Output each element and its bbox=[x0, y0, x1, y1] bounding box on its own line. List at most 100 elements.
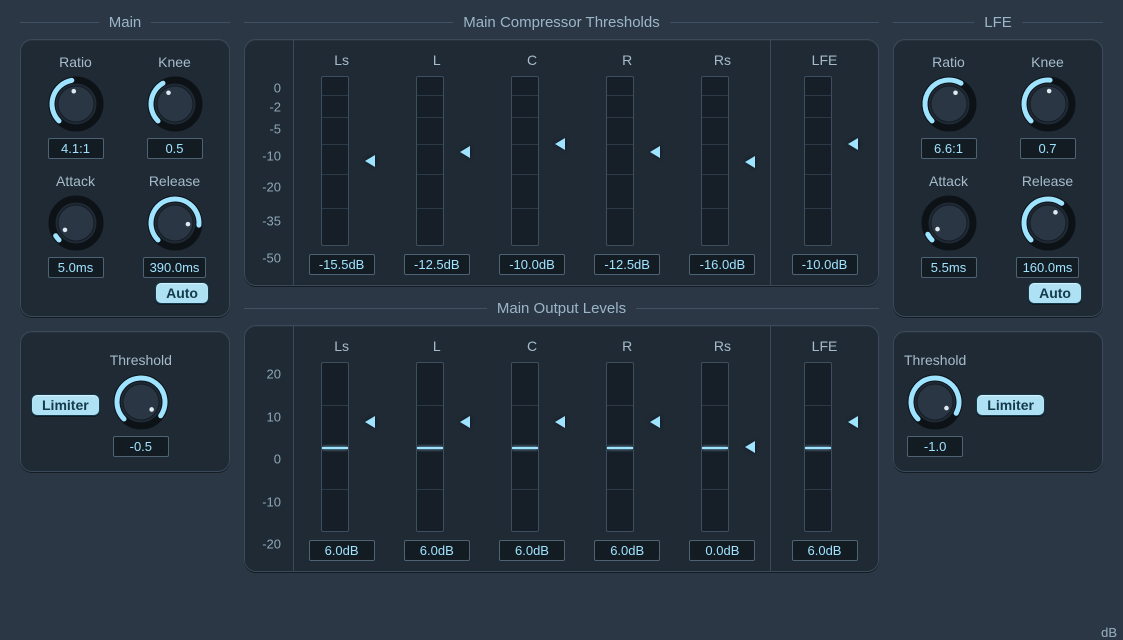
main-release-label: Release bbox=[149, 173, 200, 189]
output-threshold-handle[interactable] bbox=[555, 416, 565, 428]
lfe-limiter-button[interactable]: Limiter bbox=[976, 394, 1045, 416]
compressor-threshold-handle[interactable] bbox=[650, 146, 660, 158]
main-ratio-knob[interactable] bbox=[48, 76, 104, 132]
compressor-meter[interactable] bbox=[321, 76, 349, 246]
output-channel-label: R bbox=[622, 338, 632, 356]
output-channel-value[interactable]: 6.0dB bbox=[594, 540, 660, 561]
output-channel-label: Rs bbox=[714, 338, 731, 356]
compressor-threshold-handle[interactable] bbox=[365, 155, 375, 167]
main-section-header: Main bbox=[20, 14, 230, 31]
compressor-meter[interactable] bbox=[606, 76, 634, 246]
compressor-meter[interactable] bbox=[804, 76, 832, 246]
compressor-section-header: Main Compressor Thresholds bbox=[244, 14, 879, 31]
lfe-attack-knob[interactable] bbox=[921, 195, 977, 251]
main-release-value[interactable]: 390.0ms bbox=[143, 257, 207, 278]
compressor-channel-lfe: LFE -10.0dB bbox=[771, 40, 878, 285]
output-threshold-handle[interactable] bbox=[365, 416, 375, 428]
main-attack-value[interactable]: 5.0ms bbox=[48, 257, 104, 278]
compressor-meter[interactable] bbox=[511, 76, 539, 246]
lfe-knee-label: Knee bbox=[1031, 54, 1064, 70]
lfe-release-knob[interactable] bbox=[1020, 195, 1076, 251]
compressor-threshold-handle[interactable] bbox=[745, 156, 755, 168]
output-meter[interactable] bbox=[606, 362, 634, 532]
lfe-ratio-label: Ratio bbox=[932, 54, 965, 70]
main-limiter-button[interactable]: Limiter bbox=[31, 394, 100, 416]
compressor-channel-value[interactable]: -16.0dB bbox=[689, 254, 755, 275]
compressor-title: Main Compressor Thresholds bbox=[463, 14, 659, 31]
compressor-channel-rs: Rs-16.0dB bbox=[675, 40, 770, 285]
output-channel-label: Ls bbox=[334, 338, 349, 356]
main-release-knob[interactable] bbox=[147, 195, 203, 251]
output-channel-l: L 6.0dB bbox=[389, 326, 484, 571]
output-channel-value[interactable]: 0.0dB bbox=[689, 540, 755, 561]
main-threshold-value[interactable]: -0.5 bbox=[113, 436, 169, 457]
output-channel-lfe: LFE 6.0dB bbox=[771, 326, 878, 571]
compressor-channel-label: C bbox=[527, 52, 537, 70]
lfe-release-label: Release bbox=[1022, 173, 1073, 189]
lfe-section-header: LFE bbox=[893, 14, 1103, 31]
compressor-threshold-handle[interactable] bbox=[555, 138, 565, 150]
main-attack-label: Attack bbox=[56, 173, 95, 189]
output-channel-ls: Ls 6.0dB bbox=[294, 326, 389, 571]
main-attack-knob[interactable] bbox=[48, 195, 104, 251]
compressor-channel-value[interactable]: -10.0dB bbox=[499, 254, 565, 275]
compressor-channel-value[interactable]: -10.0dB bbox=[792, 254, 858, 275]
compressor-meters-panel: 0-2-5-10-20-35-50dBLs-15.5dBL-12.5dBC-10… bbox=[244, 39, 879, 286]
lfe-attack-label: Attack bbox=[929, 173, 968, 189]
lfe-release-value[interactable]: 160.0ms bbox=[1016, 257, 1080, 278]
output-meter[interactable] bbox=[321, 362, 349, 532]
compressor-channel-ls: Ls-15.5dB bbox=[294, 40, 389, 285]
output-channel-label: L bbox=[433, 338, 441, 356]
compressor-channel-c: C -10.0dB bbox=[484, 40, 579, 285]
lfe-knee-knob[interactable] bbox=[1020, 76, 1076, 132]
output-meter[interactable] bbox=[511, 362, 539, 532]
lfe-release-auto-button[interactable]: Auto bbox=[1028, 282, 1082, 304]
output-meters-panel: 20100-10-20dBLs6.0dBL6.0dBC6.0dBR6.0dBRs… bbox=[244, 325, 879, 572]
compressor-channel-label: LFE bbox=[812, 52, 838, 70]
main-knee-value[interactable]: 0.5 bbox=[147, 138, 203, 159]
compressor-channel-value[interactable]: -12.5dB bbox=[594, 254, 660, 275]
compressor-threshold-handle[interactable] bbox=[460, 146, 470, 158]
output-threshold-handle[interactable] bbox=[745, 441, 755, 453]
main-knobs-panel: Ratio 4.1:1 Knee 0.5 Attack bbox=[20, 39, 230, 317]
output-meter[interactable] bbox=[701, 362, 729, 532]
output-meter[interactable] bbox=[804, 362, 832, 532]
main-ratio-label: Ratio bbox=[59, 54, 92, 70]
lfe-ratio-knob[interactable] bbox=[921, 76, 977, 132]
lfe-threshold-knob[interactable] bbox=[907, 374, 963, 430]
lfe-ratio-value[interactable]: 6.6:1 bbox=[921, 138, 977, 159]
lfe-limiter-panel: Threshold -1.0 Limiter bbox=[893, 331, 1103, 472]
compressor-threshold-handle[interactable] bbox=[848, 138, 858, 150]
lfe-attack-value[interactable]: 5.5ms bbox=[921, 257, 977, 278]
output-channel-label: LFE bbox=[812, 338, 838, 356]
compressor-channel-value[interactable]: -12.5dB bbox=[404, 254, 470, 275]
output-threshold-handle[interactable] bbox=[460, 416, 470, 428]
compressor-meter[interactable] bbox=[701, 76, 729, 246]
main-release-auto-button[interactable]: Auto bbox=[155, 282, 209, 304]
main-limiter-panel: Limiter Threshold -0.5 bbox=[20, 331, 230, 472]
output-channel-value[interactable]: 6.0dB bbox=[499, 540, 565, 561]
lfe-knobs-panel: Ratio 6.6:1 Knee 0.7 Attack bbox=[893, 39, 1103, 317]
main-threshold-label: Threshold bbox=[110, 352, 172, 368]
main-knee-knob[interactable] bbox=[147, 76, 203, 132]
output-channel-value[interactable]: 6.0dB bbox=[792, 540, 858, 561]
output-meter[interactable] bbox=[416, 362, 444, 532]
output-channel-value[interactable]: 6.0dB bbox=[309, 540, 375, 561]
lfe-knee-value[interactable]: 0.7 bbox=[1020, 138, 1076, 159]
compressor-channel-label: L bbox=[433, 52, 441, 70]
main-ratio-value[interactable]: 4.1:1 bbox=[48, 138, 104, 159]
compressor-channel-value[interactable]: -15.5dB bbox=[309, 254, 375, 275]
main-knee-label: Knee bbox=[158, 54, 191, 70]
compressor-channel-l: L -12.5dB bbox=[389, 40, 484, 285]
output-channel-rs: Rs 0.0dB bbox=[675, 326, 770, 571]
lfe-threshold-value[interactable]: -1.0 bbox=[907, 436, 963, 457]
compressor-meter[interactable] bbox=[416, 76, 444, 246]
output-channel-value[interactable]: 6.0dB bbox=[404, 540, 470, 561]
main-title: Main bbox=[109, 14, 142, 31]
compressor-channel-r: R-12.5dB bbox=[580, 40, 675, 285]
main-threshold-knob[interactable] bbox=[113, 374, 169, 430]
output-threshold-handle[interactable] bbox=[848, 416, 858, 428]
output-threshold-handle[interactable] bbox=[650, 416, 660, 428]
output-channel-r: R 6.0dB bbox=[580, 326, 675, 571]
output-section-header: Main Output Levels bbox=[244, 300, 879, 317]
